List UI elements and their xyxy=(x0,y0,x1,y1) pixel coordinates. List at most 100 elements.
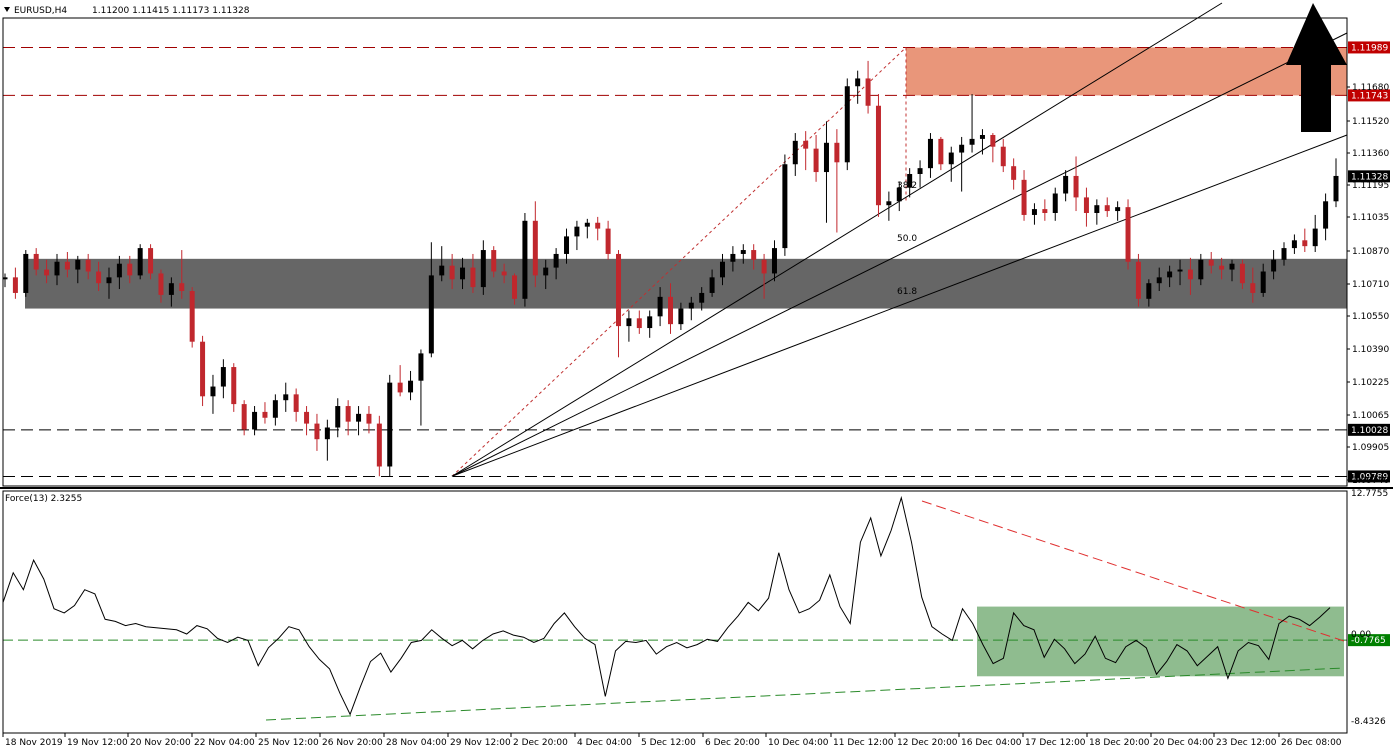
support-zone xyxy=(25,258,1347,309)
candle-bull xyxy=(220,367,226,387)
time-tick-label: 6 Dec 20:00 xyxy=(705,738,760,748)
candle-bear xyxy=(96,271,102,284)
candle-bull xyxy=(522,220,528,299)
force-line xyxy=(2,495,1331,716)
candle-bull xyxy=(1198,259,1204,280)
candle-bull xyxy=(927,138,933,169)
candle-bear xyxy=(189,291,195,342)
force-tick-label: 12.7755 xyxy=(1351,489,1388,499)
candle-bull xyxy=(553,253,559,268)
dropdown-triangle-icon[interactable] xyxy=(4,7,10,12)
candle-bull xyxy=(480,250,486,288)
candle-bear xyxy=(501,271,507,276)
time-tick-label: 19 Nov 12:00 xyxy=(67,738,128,748)
fib-fan-layer: 38.2 50.0 61.8 xyxy=(451,2,1348,477)
candle-bear xyxy=(33,253,39,270)
force-indicator-layer xyxy=(2,495,1347,721)
time-tick-label: 12 Dec 20:00 xyxy=(897,738,958,748)
price-tick-label: 1.09740 xyxy=(1352,476,1389,486)
candle-bear xyxy=(616,253,622,327)
candle-bull xyxy=(1063,175,1069,194)
price-tag-text-4: 1.09789 xyxy=(1351,472,1388,482)
price-tag-3 xyxy=(1348,423,1390,436)
level-lines-layer xyxy=(3,46,1347,477)
candle-bull xyxy=(116,263,122,278)
candle-bear xyxy=(938,138,944,165)
price-axis-layer: 1.11989 1.11743 1.11328 1.10028 1.09789 -0.77… xyxy=(1347,41,1390,727)
candle-bull xyxy=(2,277,8,280)
candle-bear xyxy=(865,78,871,106)
time-tick-label: 20 Nov 20:00 xyxy=(130,738,191,748)
candle-bear xyxy=(1302,240,1308,247)
candle-bull xyxy=(657,296,663,317)
candle-bear xyxy=(813,148,819,173)
candle-bull xyxy=(626,318,632,327)
candle-bear xyxy=(127,263,133,276)
candle-bear xyxy=(366,413,372,424)
price-tick-label: 1.10870 xyxy=(1352,247,1389,257)
price-tick-label: 1.11360 xyxy=(1352,149,1389,159)
candle-bear xyxy=(304,411,310,424)
time-tick-label: 29 Nov 12:00 xyxy=(450,738,511,748)
force-level-tag-text: -0.7765 xyxy=(1351,636,1386,646)
header-layer: EURUSD,H4 1.11200 1.11415 1.11173 1.1132… xyxy=(4,6,250,16)
candle-bull xyxy=(782,164,788,249)
force-level-tag xyxy=(1348,634,1390,647)
candle-bear xyxy=(834,142,840,163)
force-title: Force(13) 2.3255 xyxy=(5,494,82,504)
fan-label-1: 50.0 xyxy=(897,234,917,244)
candle-bull xyxy=(574,226,580,237)
candle-bear xyxy=(158,273,164,295)
candle-bull xyxy=(896,187,902,202)
resistance-zone xyxy=(906,47,1347,96)
candle-bull xyxy=(1323,201,1329,229)
price-tick-label: 1.09905 xyxy=(1352,443,1389,453)
time-tick-label: 17 Dec 12:00 xyxy=(1025,738,1086,748)
up-arrow-icon xyxy=(1286,3,1347,132)
candle-bull xyxy=(647,316,653,329)
candle-bear xyxy=(376,423,382,467)
candle-bull xyxy=(1146,283,1152,299)
candle-bear xyxy=(636,318,642,329)
candle-bear xyxy=(200,341,206,397)
zones-layer xyxy=(25,47,1347,309)
candle-bear xyxy=(293,394,299,412)
time-tick-label: 18 Nov 2019 xyxy=(5,738,63,748)
candle-bear xyxy=(1135,261,1141,299)
force-tick-label: -8.4326 xyxy=(1351,717,1386,727)
price-tag-2 xyxy=(1348,170,1390,183)
candle-bull xyxy=(969,138,975,145)
candle-bear xyxy=(470,267,476,288)
candle-bear xyxy=(1125,207,1131,262)
candle-bear xyxy=(1000,146,1006,167)
candle-bull xyxy=(543,267,549,276)
candle-bull xyxy=(1291,240,1297,249)
candle-bear xyxy=(314,423,320,440)
candle-bear xyxy=(1083,197,1089,213)
price-tick-label: 1.10710 xyxy=(1352,280,1389,290)
time-tick-label: 5 Dec 12:00 xyxy=(641,738,696,748)
candle-bull xyxy=(699,292,705,303)
candle-bull xyxy=(387,382,393,467)
price-tag-text-2: 1.11328 xyxy=(1351,172,1388,182)
candle-bull xyxy=(709,277,715,293)
ohlc-readout: 1.11200 1.11415 1.11173 1.11328 xyxy=(92,6,250,16)
candle-bull xyxy=(823,142,829,173)
time-tick-label: 4 Dec 04:00 xyxy=(577,738,632,748)
candle-bull xyxy=(1271,259,1277,272)
candle-bull xyxy=(719,261,725,278)
candle-bull xyxy=(1260,271,1266,293)
candle-bear xyxy=(179,283,185,291)
candle-bear xyxy=(241,404,247,430)
candle-bear xyxy=(148,248,154,274)
candles-layer xyxy=(2,60,1339,477)
candle-bull xyxy=(886,201,892,206)
candle-bear xyxy=(512,275,518,299)
price-tag-4 xyxy=(1348,470,1390,483)
candle-bear xyxy=(595,222,601,229)
candle-bull xyxy=(855,78,861,87)
candle-bull xyxy=(907,174,913,188)
candle-bull xyxy=(1156,277,1162,284)
candle-bear xyxy=(875,105,881,206)
